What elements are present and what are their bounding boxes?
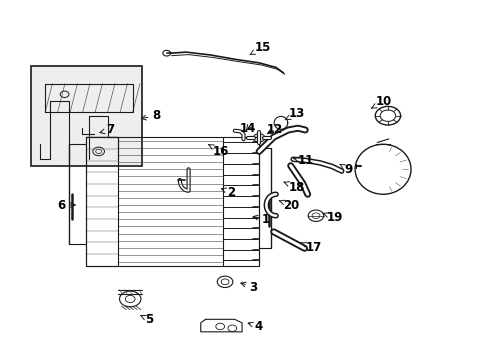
Text: 2: 2 — [221, 186, 235, 199]
Text: 11: 11 — [293, 154, 314, 167]
Text: 7: 7 — [100, 123, 114, 136]
Text: 13: 13 — [285, 107, 304, 120]
Text: 20: 20 — [279, 198, 299, 212]
Text: 3: 3 — [241, 281, 257, 294]
Text: 6: 6 — [57, 198, 75, 212]
Bar — [30, 66, 142, 166]
Text: 10: 10 — [371, 95, 391, 108]
Text: 15: 15 — [249, 41, 270, 55]
Text: 9: 9 — [339, 163, 352, 176]
Text: 4: 4 — [247, 320, 262, 333]
Text: 16: 16 — [208, 145, 229, 158]
Text: 12: 12 — [266, 123, 282, 136]
Bar — [30, 66, 142, 166]
Text: 18: 18 — [284, 181, 304, 194]
Text: 17: 17 — [301, 241, 321, 255]
Circle shape — [253, 134, 264, 142]
Text: 1: 1 — [253, 213, 269, 226]
Text: 5: 5 — [141, 313, 153, 326]
Text: 14: 14 — [239, 122, 256, 135]
Text: 19: 19 — [323, 211, 343, 224]
Text: 8: 8 — [141, 109, 160, 122]
